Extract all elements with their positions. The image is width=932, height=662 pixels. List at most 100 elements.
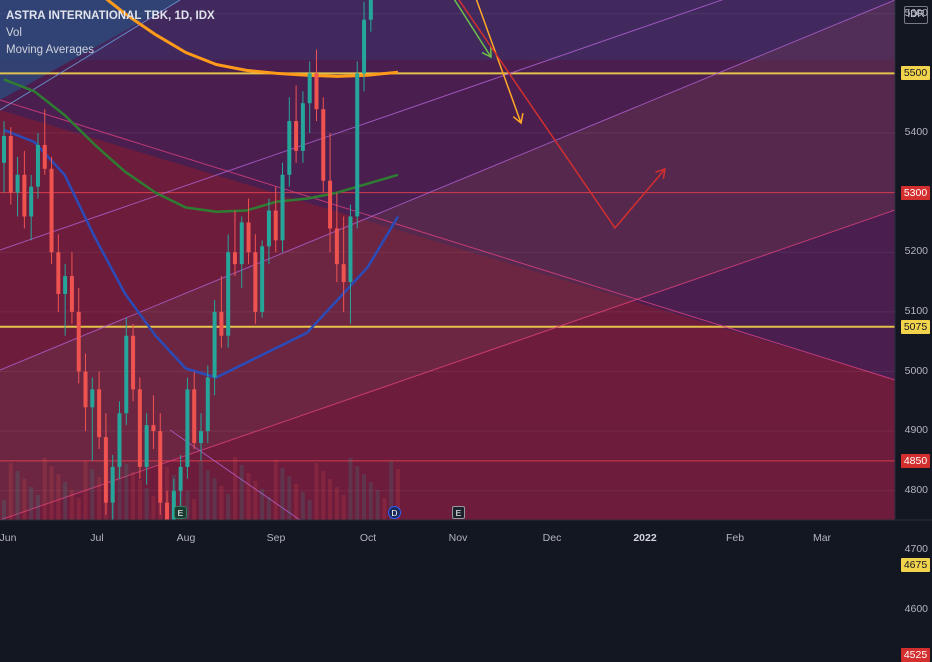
price-tick-label: 5600 [904,6,928,19]
volume-bar [307,500,312,520]
dividend-marker-icon[interactable]: D [388,506,401,519]
candle-body [266,210,271,247]
volume-bar [368,482,373,520]
volume-bar [280,468,285,520]
candle-body [192,389,197,444]
volume-bar [199,462,203,520]
volume-bar [389,461,394,520]
scenario-arrows [453,0,666,230]
arrow-green-head [481,46,492,59]
price-tag-5075[interactable]: 5075 [901,319,930,334]
candle-body [232,252,237,265]
candle-body [124,335,129,414]
candle-body [260,246,265,312]
volume-bar [294,484,299,520]
candle-body [314,73,319,110]
volume-bar [266,497,271,520]
candle-body [348,216,353,283]
candle-body [76,311,81,372]
candle-body [15,174,20,193]
candle-body [131,335,136,390]
price-tag-5500[interactable]: 5500 [901,66,930,81]
candle-body [273,210,278,241]
candle-body [307,73,312,104]
time-tick-label: Mar [812,532,832,544]
candle-body [158,431,163,503]
volume-bar [69,490,74,520]
volume-bar [192,499,197,520]
time-tick-label: Dec [542,532,562,544]
time-tick-label: 2022 [633,532,657,544]
volume-bar [355,466,360,520]
candle-body [29,186,34,217]
price-tick-label: 4600 [904,602,928,615]
candle-body [63,276,68,294]
price-tick-label: 5000 [904,364,928,377]
candle-body [253,252,258,312]
candle-body [69,276,74,312]
symbol-title[interactable]: ASTRA INTERNATIONAL TBK, 1D, IDX [6,10,215,22]
candle-body [185,389,190,467]
candle-body [219,311,224,336]
zone-blue [0,0,180,100]
candle-body [97,389,102,438]
candle-body [287,121,292,175]
volume-bar [382,498,387,520]
volume-bar [362,474,367,520]
candle-body [328,180,333,229]
time-axis-bg [0,520,932,550]
volume-bar [396,469,400,520]
price-tick-label: 5100 [904,304,928,317]
price-chart[interactable] [0,0,932,550]
candle-body [226,252,231,336]
price-tag-4675[interactable]: 4675 [901,558,930,573]
channel-line [0,209,895,520]
candle-body [35,144,40,187]
candle-body [212,311,217,378]
arrow-red-head [655,167,666,179]
earnings-marker-icon[interactable]: E [174,506,187,519]
candle-body [83,371,88,408]
channel-line [0,0,895,371]
volume-bar [375,490,380,520]
candle-body [151,425,156,432]
volume-bar [97,477,102,520]
candle-body [199,431,203,444]
moving-averages [3,0,400,379]
price-tag-4850[interactable]: 4850 [901,453,930,468]
volume-bar [22,479,27,520]
candle-body [56,252,61,294]
candle-body [205,377,210,432]
candle-body [300,103,305,151]
channel-zones [0,0,895,520]
channel-line [0,0,724,251]
legend-moving-averages[interactable]: Moving Averages [6,44,95,56]
volume-bar [341,495,346,520]
volume-bar [8,463,13,520]
candle-body [22,174,27,217]
candle-body [117,413,122,467]
price-tag-4525[interactable]: 4525 [901,647,930,662]
time-tick-label: Feb [725,532,745,544]
volume-bar [287,476,292,520]
ma-blue [3,128,400,379]
volume-bar [226,494,231,520]
candles [2,0,373,520]
volume-bar [63,482,68,520]
volume-bar [273,460,278,520]
price-tag-5300[interactable]: 5300 [901,185,930,200]
channel-line [0,0,181,111]
candle-body [165,502,170,520]
ma-orange [105,0,399,78]
time-tick-label: Aug [176,532,196,544]
legend-vol[interactable]: Vol [6,27,22,39]
candle-body [294,121,299,151]
volume-bar [83,461,88,520]
candle-body [49,168,54,253]
currency-label[interactable]: IDR [904,6,928,24]
candle-body [178,466,183,491]
candle-body [362,19,367,74]
candle-body [355,73,360,217]
event-marker-icon[interactable]: E [452,506,465,519]
candle-body [239,222,244,265]
